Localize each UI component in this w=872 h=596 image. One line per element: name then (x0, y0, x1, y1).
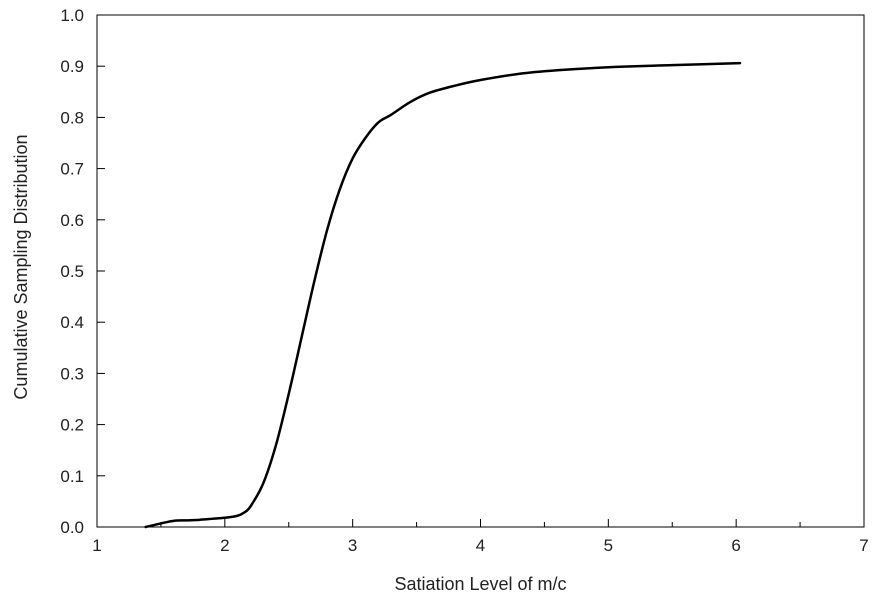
x-tick-label: 2 (220, 536, 229, 555)
x-tick-label: 4 (476, 536, 485, 555)
x-tick-label: 5 (604, 536, 613, 555)
y-tick-label: 0.2 (60, 416, 84, 435)
x-tick-label: 6 (731, 536, 740, 555)
x-tick-label: 1 (92, 536, 101, 555)
y-tick-label: 0.7 (60, 160, 84, 179)
y-tick-label: 0.4 (60, 313, 84, 332)
y-tick-label: 0.9 (60, 57, 84, 76)
series-layer (144, 61, 742, 529)
ticks-layer (97, 65, 801, 527)
y-tick-label: 0.1 (60, 467, 84, 486)
y-axis-title: Cumulative Sampling Distribution (11, 134, 31, 399)
y-tick-label: 0.3 (60, 364, 84, 383)
x-tick-label: 3 (348, 536, 357, 555)
series-line (144, 61, 742, 529)
y-tick-label: 0.6 (60, 211, 84, 230)
x-axis-title: Satiation Level of m/c (394, 574, 566, 594)
plot-frame (96, 14, 865, 528)
y-tick-label: 0.5 (60, 262, 84, 281)
y-tick-label: 0.8 (60, 108, 84, 127)
x-tick-label: 7 (859, 536, 868, 555)
y-tick-label: 1.0 (60, 6, 84, 25)
tick-labels-layer: 1 2 3 4 5 6 7 0.0 0.1 0.2 0.3 0.4 0.5 0.6 0.7 0.8 0.9 1.0 (60, 6, 868, 555)
y-tick-label: 0.0 (60, 518, 84, 537)
